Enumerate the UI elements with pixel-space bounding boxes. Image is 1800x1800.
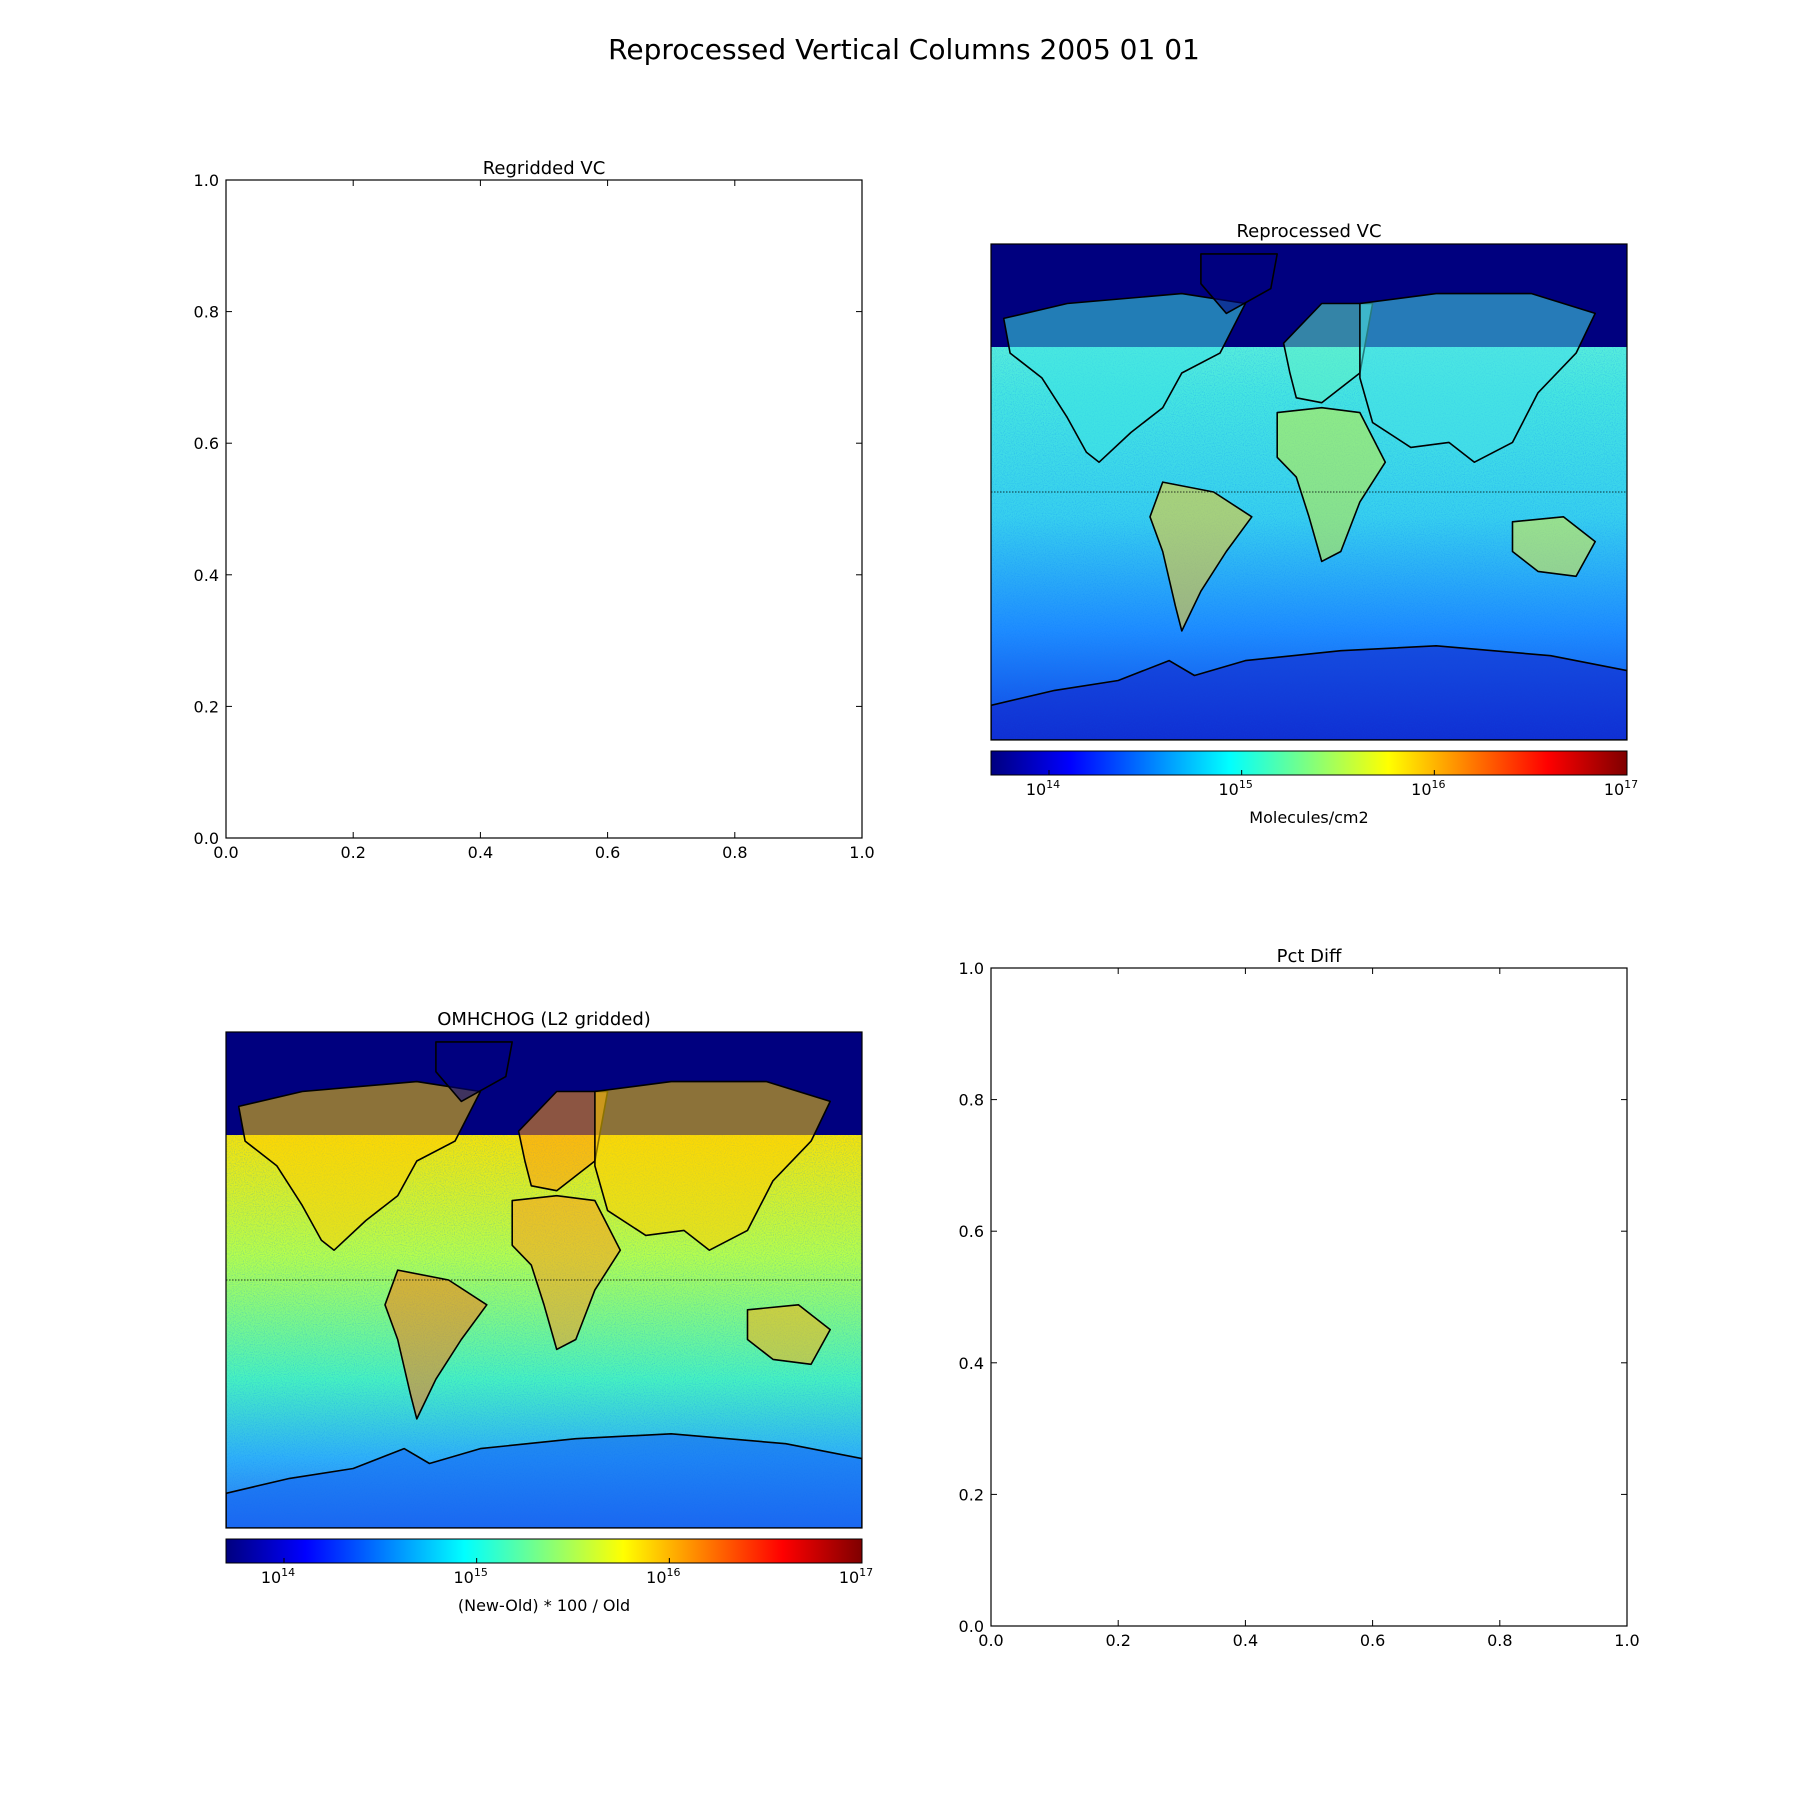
colorbar-tick-label: 1014 bbox=[261, 1566, 295, 1587]
continent-north-america bbox=[1002, 292, 1247, 464]
colorbar-ticks: 1014 1015 1016 1017 bbox=[261, 1558, 873, 1587]
continent-greenland bbox=[435, 1041, 514, 1103]
x-tick-label: 0.6 bbox=[1360, 1631, 1385, 1650]
continent-asia bbox=[1359, 292, 1596, 464]
panel-regridded-vc: Regridded VC 0.0 0.2 0.4 0.6 0.8 1.0 0.00.20.… bbox=[194, 158, 875, 862]
continent-antarctica bbox=[991, 644, 1627, 740]
y-tick-label: 0.4 bbox=[194, 566, 219, 585]
continent-africa bbox=[511, 1194, 622, 1351]
colorbar bbox=[990, 750, 1628, 776]
panel-omhchog: OMHCHOG (L2 gridded) 1014 1015 1016 1017 (N… bbox=[225, 1009, 873, 1615]
colorbar-tick-label: 1015 bbox=[453, 1566, 487, 1587]
continent-asia bbox=[594, 1080, 832, 1251]
colorbar-tick-label: 1017 bbox=[1604, 778, 1638, 799]
panel-reprocessed-vc: Reprocessed VC 1014 1015 1016 1017 Molecule… bbox=[990, 221, 1638, 827]
colorbar bbox=[225, 1538, 863, 1564]
continent-europe bbox=[1282, 302, 1374, 404]
x-tick-label: 0.4 bbox=[468, 843, 493, 862]
colorbar-tick-label: 1015 bbox=[1218, 778, 1252, 799]
continent-north-america bbox=[237, 1080, 482, 1251]
continent-south-america bbox=[1149, 481, 1253, 632]
y-tick-labels: 0.0 0.2 0.4 0.6 0.8 1.0 bbox=[194, 171, 862, 848]
colorbar-tick-label: 1016 bbox=[646, 1566, 680, 1587]
colorbar-tick-label: 1016 bbox=[1411, 778, 1445, 799]
x-tick-label: 0.0 bbox=[978, 1631, 1003, 1650]
x-tick-label: 0.0 bbox=[213, 843, 238, 862]
x-tick-label: 0.2 bbox=[1105, 1631, 1130, 1650]
y-tick-label: 0.6 bbox=[194, 434, 219, 453]
x-tick-labels: 0.0 0.2 0.4 0.6 0.8 1.0 bbox=[213, 180, 875, 862]
x-tick-label: 0.8 bbox=[1487, 1631, 1512, 1650]
axes-frame bbox=[225, 179, 863, 839]
panel-title: Pct Diff bbox=[1277, 946, 1342, 967]
x-tick-label: 1.0 bbox=[1614, 1631, 1639, 1650]
panel-title: Regridded VC bbox=[483, 158, 606, 179]
y-tick-label: 0.2 bbox=[959, 1485, 984, 1504]
y-tick-label: 0.0 bbox=[959, 1617, 984, 1636]
y-tick-label: 0.4 bbox=[959, 1354, 984, 1373]
continent-africa bbox=[1276, 406, 1387, 563]
continent-greenland bbox=[1200, 253, 1278, 315]
y-tick-label: 0.0 bbox=[194, 829, 219, 848]
continent-australia bbox=[1511, 515, 1596, 578]
continent-europe bbox=[517, 1090, 609, 1192]
panel-title: OMHCHOG (L2 gridded) bbox=[437, 1009, 651, 1030]
panel-pct-diff: Pct Diff 0.0 0.2 0.4 0.6 0.8 1.0 0.0 0.2 0.4 0.6… bbox=[959, 946, 1640, 1650]
y-tick-label: 1.0 bbox=[959, 959, 984, 978]
colorbar-label: Molecules/cm2 bbox=[1249, 808, 1368, 827]
continent-australia bbox=[746, 1304, 832, 1366]
axes-frame bbox=[990, 967, 1628, 1627]
x-tick-labels: 0.0 0.2 0.4 0.6 0.8 1.0 bbox=[978, 968, 1640, 1650]
y-tick-label: 0.8 bbox=[194, 303, 219, 322]
figure-title: Reprocessed Vertical Columns 2005 01 01 bbox=[608, 33, 1200, 66]
x-tick-label: 0.4 bbox=[1233, 1631, 1258, 1650]
y-tick-label: 0.2 bbox=[194, 697, 219, 716]
x-tick-label: 0.2 bbox=[340, 843, 365, 862]
x-tick-label: 0.6 bbox=[595, 843, 620, 862]
y-tick-labels: 0.0 0.2 0.4 0.6 0.8 1.0 bbox=[959, 959, 1627, 1636]
y-tick-label: 1.0 bbox=[194, 171, 219, 190]
panel-title: Reprocessed VC bbox=[1236, 221, 1381, 242]
x-tick-label: 0.8 bbox=[722, 843, 747, 862]
colorbar-label: (New-Old) * 100 / Old bbox=[458, 1596, 630, 1615]
colorbar-tick-label: 1017 bbox=[839, 1566, 873, 1587]
continent-antarctica bbox=[226, 1433, 862, 1528]
x-tick-label: 1.0 bbox=[849, 843, 874, 862]
y-tick-label: 0.6 bbox=[959, 1222, 984, 1241]
colorbar-tick-label: 1014 bbox=[1026, 778, 1060, 799]
y-tick-label: 0.8 bbox=[959, 1091, 984, 1110]
continent-south-america bbox=[384, 1269, 488, 1420]
colorbar-ticks: 1014 1015 1016 1017 bbox=[1026, 770, 1638, 799]
